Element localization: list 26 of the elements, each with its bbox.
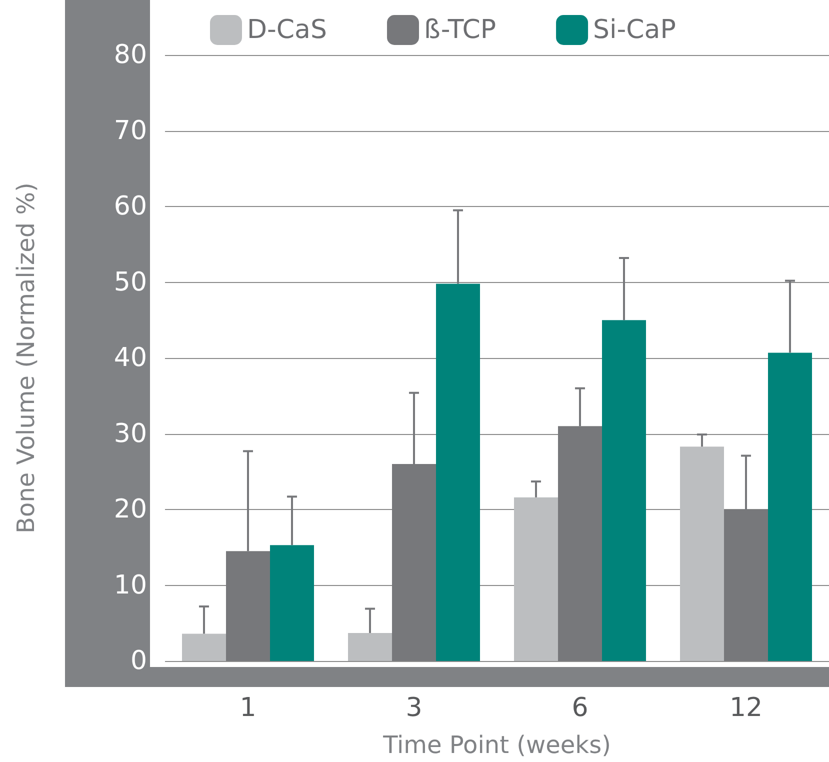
y-axis-title: Bone Volume (Normalized %) (12, 182, 40, 534)
x-tick-label: 3 (406, 693, 422, 723)
bar (270, 545, 314, 661)
bar (602, 320, 646, 661)
y-tick-label: 20 (114, 494, 147, 524)
y-tick-label: 80 (114, 40, 147, 70)
legend-label: Si-CaP (593, 15, 676, 45)
legend-label: D-CaS (247, 15, 327, 45)
bar (348, 632, 392, 661)
y-tick-label: 60 (114, 192, 147, 222)
y-tick-label: 0 (130, 646, 147, 676)
bar (680, 446, 724, 661)
bar (768, 352, 812, 661)
legend-label: ß-TCP (424, 15, 496, 45)
bar (182, 634, 226, 661)
y-tick-label: 70 (114, 116, 147, 146)
y-tick-label: 40 (114, 343, 147, 373)
x-tick-label: 6 (572, 693, 588, 723)
bar (514, 497, 558, 661)
x-axis-title: Time Point (weeks) (382, 731, 611, 759)
y-tick-label: 10 (114, 570, 147, 600)
bar (436, 284, 480, 661)
y-tick-label: 30 (114, 418, 147, 449)
x-tick-label: 1 (240, 693, 256, 723)
x-tick-label: 12 (729, 693, 763, 723)
y-tick-label: 50 (114, 267, 147, 298)
